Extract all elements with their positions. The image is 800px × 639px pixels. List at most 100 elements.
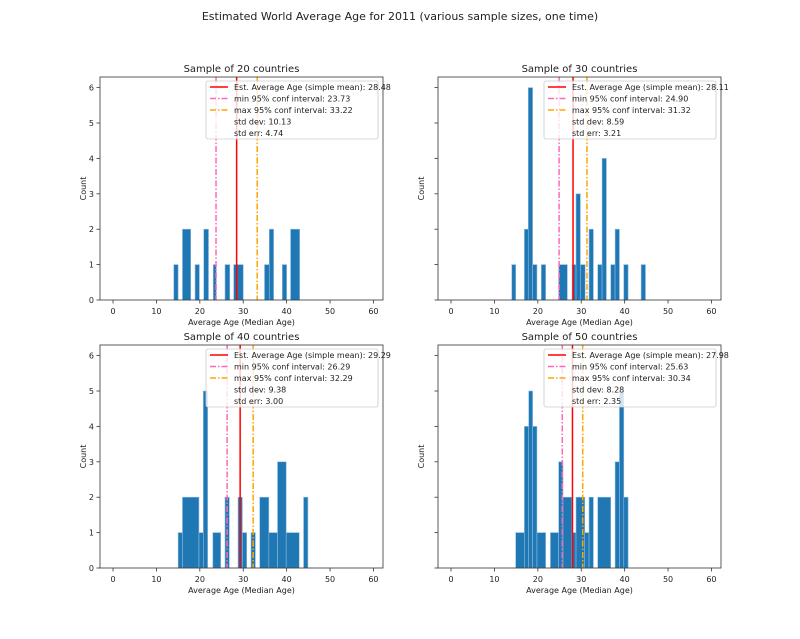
- histogram-bar: [303, 496, 309, 569]
- histogram-bar: [194, 264, 200, 301]
- histogram-bar: [614, 461, 620, 569]
- axes-frame: [437, 344, 722, 569]
- x-tick-label: 0: [110, 575, 115, 584]
- x-tick-label: 30: [576, 575, 586, 584]
- subplot-title: Sample of 40 countries: [184, 332, 300, 343]
- subplot-1: 0 10 20 30 40 50 60 0 1 2 3 4 5 6 Sample of 20 countri…: [79, 64, 391, 327]
- legend-entry: Est. Average Age (simple mean): 28.11: [572, 83, 729, 92]
- legend: Est. Average Age (simple mean): 29.29 min…: [205, 348, 391, 408]
- y-tick-label: 3: [89, 190, 94, 199]
- legend-entry: max 95% conf interval: 31.32: [572, 106, 691, 115]
- histogram-bar: [558, 264, 568, 301]
- histogram-bar: [290, 228, 300, 301]
- y-tick-label: 1: [89, 261, 94, 270]
- histogram-bar: [619, 390, 625, 569]
- histogram-bar: [532, 426, 538, 569]
- x-tick-label: 40: [620, 575, 630, 584]
- y-tick-label: 4: [89, 154, 94, 163]
- subplot-title: Sample of 50 countries: [522, 332, 638, 343]
- legend-entry: max 95% conf interval: 33.22: [234, 106, 353, 115]
- histogram-bar: [212, 532, 221, 569]
- histogram-bar: [601, 158, 607, 301]
- legend-entry: Est. Average Age (simple mean): 27.98: [572, 351, 729, 360]
- legend-entry: std dev: 8.59: [572, 118, 624, 127]
- histogram-bar: [588, 228, 594, 301]
- legend-entry: std err: 3.00: [234, 397, 283, 406]
- y-tick-label: 2: [89, 225, 94, 234]
- x-tick-label: 20: [195, 307, 205, 316]
- subplot-title: Sample of 30 countries: [522, 64, 638, 75]
- y-tick-label: 1: [89, 529, 94, 538]
- x-tick-label: 0: [448, 307, 453, 316]
- axes-frame: [99, 76, 384, 301]
- x-axis-label: Average Age (Median Age): [526, 318, 633, 327]
- histogram-bar: [515, 532, 525, 569]
- histogram-bar: [623, 496, 629, 569]
- x-tick-label: 50: [663, 575, 673, 584]
- histogram-bar: [584, 532, 590, 569]
- histogram-bar: [203, 390, 208, 569]
- subplot-2: 0 10 20 30 40 50 60 Sample of 30 countries Avera…: [417, 64, 729, 327]
- x-tick-label: 20: [533, 575, 543, 584]
- x-axis-label: Average Age (Median Age): [188, 586, 295, 595]
- legend-box: [543, 348, 717, 408]
- histogram-bar: [536, 532, 546, 569]
- histogram-bar: [614, 228, 620, 301]
- histogram-bar: [527, 87, 533, 301]
- histogram-bar: [541, 264, 546, 301]
- histogram-bar: [532, 264, 538, 301]
- histogram-bar: [224, 264, 231, 301]
- figure-suptitle: Estimated World Average Age for 2011 (va…: [202, 10, 598, 23]
- x-tick-label: 50: [325, 307, 335, 316]
- histogram-bar: [182, 228, 192, 301]
- subplot-title: Sample of 20 countries: [184, 64, 300, 75]
- histogram-bar: [580, 264, 586, 301]
- x-tick-label: 0: [448, 575, 453, 584]
- x-tick-label: 60: [706, 307, 716, 316]
- histogram-bar: [177, 532, 183, 569]
- x-tick-label: 40: [620, 307, 630, 316]
- y-tick-label: 6: [89, 84, 94, 93]
- histogram-bar: [285, 532, 300, 569]
- histogram-bar: [233, 264, 244, 301]
- histogram-bar: [242, 532, 248, 569]
- x-axis-label: Average Age (Median Age): [526, 586, 633, 595]
- histogram-bar: [268, 532, 278, 569]
- legend-entry: std err: 2.35: [572, 397, 621, 406]
- histogram-bar: [268, 228, 274, 301]
- legend-entry: std err: 4.74: [234, 129, 283, 138]
- histogram-bar: [528, 390, 533, 569]
- legend-entry: Est. Average Age (simple mean): 28.48: [234, 83, 391, 92]
- histogram-bar: [203, 228, 209, 301]
- x-tick-label: 40: [282, 307, 292, 316]
- y-tick-label: 4: [89, 422, 94, 431]
- x-tick-label: 50: [325, 575, 335, 584]
- histogram-bar: [198, 532, 204, 569]
- histogram-bar: [511, 264, 516, 301]
- histogram-bar: [264, 264, 270, 301]
- legend: Est. Average Age (simple mean): 27.98 min…: [543, 348, 729, 408]
- histogram-bar: [182, 496, 200, 569]
- legend: Est. Average Age (simple mean): 28.11 min…: [543, 80, 729, 140]
- y-axis-label: Count: [79, 177, 88, 201]
- x-tick-label: 60: [368, 575, 378, 584]
- histogram-bar: [640, 264, 646, 301]
- axes-frame: [437, 76, 722, 301]
- histogram-bar: [597, 264, 603, 301]
- histogram-bar: [277, 461, 287, 569]
- x-tick-label: 10: [489, 307, 499, 316]
- histogram-bar: [524, 228, 529, 301]
- histogram-bar: [588, 496, 594, 569]
- subplot-3: 0 10 20 30 40 50 60 0 1 2 3 4 5 6 Sample of 40 countri…: [79, 332, 391, 595]
- legend-box: [543, 80, 717, 140]
- legend-entry: std dev: 8.28: [572, 386, 624, 395]
- x-tick-label: 40: [282, 575, 292, 584]
- x-axis-label: Average Age (Median Age): [188, 318, 295, 327]
- y-axis-label: Count: [417, 177, 426, 201]
- legend-entry: min 95% conf interval: 23.73: [234, 95, 350, 104]
- legend: Est. Average Age (simple mean): 28.48 min…: [205, 80, 391, 140]
- y-axis-label: Count: [417, 445, 426, 469]
- histogram-bar: [562, 496, 572, 569]
- y-tick-label: 0: [89, 296, 94, 305]
